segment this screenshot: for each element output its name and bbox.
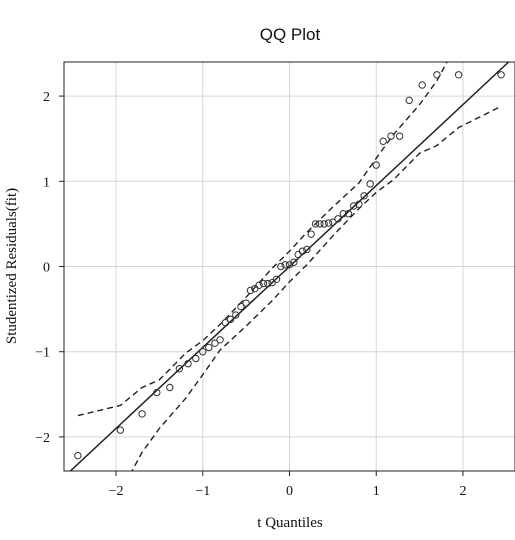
- data-point: [255, 281, 263, 289]
- data-point: [324, 219, 333, 227]
- data-point: [211, 339, 219, 347]
- data-point: [405, 96, 413, 105]
- x-tick-label: 1: [373, 484, 380, 499]
- upper-confidence-band: [77, 62, 448, 417]
- data-point: [175, 365, 184, 373]
- y-tick-label: 1: [43, 175, 50, 190]
- data-point: [311, 220, 320, 228]
- data-point: [246, 286, 255, 295]
- y-tick-label: −2: [35, 431, 50, 446]
- data-point: [349, 202, 358, 210]
- y-tick-label: 0: [43, 261, 50, 276]
- data-point: [379, 137, 387, 145]
- data-point: [294, 250, 302, 259]
- data-point: [138, 410, 146, 418]
- data-point: [74, 451, 82, 460]
- data-point: [339, 209, 347, 218]
- confidence-band: [77, 62, 502, 471]
- data-point: [237, 302, 245, 311]
- data-point: [454, 71, 463, 79]
- data-point: [395, 132, 404, 140]
- y-axis-label: Studentized Residuals(fit): [4, 188, 20, 344]
- x-tick-label: 2: [459, 484, 466, 499]
- data-points: [74, 71, 505, 460]
- data-point: [221, 319, 230, 327]
- data-point: [192, 354, 200, 363]
- data-point: [366, 180, 374, 188]
- grid-lines: [64, 62, 515, 471]
- data-point: [272, 275, 281, 283]
- data-point: [372, 161, 380, 169]
- data-point: [334, 215, 342, 223]
- reference-line-group: [69, 62, 510, 471]
- data-point: [387, 132, 395, 140]
- data-point: [344, 209, 353, 218]
- data-point: [216, 336, 224, 344]
- data-point: [277, 262, 285, 271]
- data-point: [281, 261, 289, 269]
- lower-confidence-band: [131, 105, 502, 471]
- data-point: [307, 230, 315, 238]
- data-point: [116, 426, 125, 434]
- data-point: [242, 299, 250, 307]
- data-point: [360, 192, 368, 200]
- chart-title: QQ Plot: [260, 25, 321, 44]
- data-point: [259, 279, 268, 288]
- data-point: [303, 245, 311, 254]
- data-point: [290, 258, 298, 266]
- data-point: [418, 81, 426, 89]
- y-tick-label: 2: [43, 90, 50, 105]
- x-axis-label: t Quantiles: [257, 515, 323, 531]
- data-point: [433, 71, 441, 79]
- data-point: [166, 383, 174, 392]
- data-point: [264, 279, 272, 288]
- axis-ticks: −2 −1 0 1 2 −2 −1 0 1 2: [35, 90, 466, 499]
- data-point: [320, 220, 328, 228]
- x-tick-label: −1: [195, 484, 210, 499]
- data-point: [226, 315, 235, 324]
- data-point: [316, 220, 324, 228]
- x-tick-label: 0: [286, 484, 293, 499]
- x-tick-label: −2: [109, 484, 124, 499]
- reference-line: [69, 62, 510, 471]
- y-tick-label: −1: [35, 346, 50, 361]
- data-point: [232, 311, 240, 319]
- data-point: [497, 71, 505, 79]
- data-point: [205, 343, 213, 352]
- data-point: [184, 359, 192, 368]
- data-point: [153, 388, 161, 397]
- data-point: [329, 218, 337, 226]
- data-point: [199, 348, 207, 356]
- data-point: [355, 200, 363, 208]
- data-point: [298, 247, 307, 255]
